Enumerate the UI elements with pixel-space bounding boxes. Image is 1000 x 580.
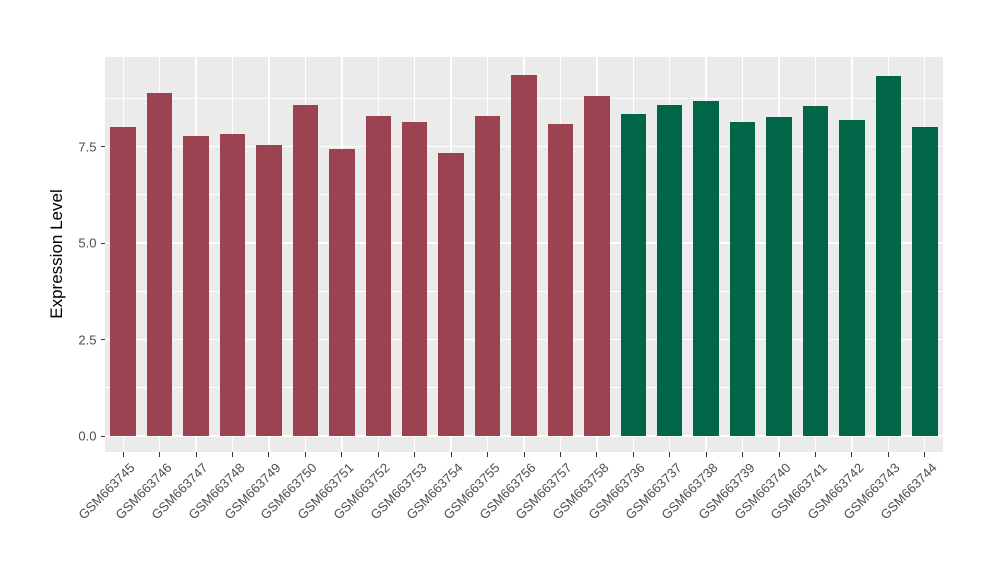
bar-GSM663741 [802, 105, 829, 436]
x-tick-mark [887, 452, 889, 457]
x-tick-mark [414, 452, 416, 457]
bar-GSM663742 [839, 119, 865, 436]
y-tick-mark [100, 242, 105, 244]
bar-GSM663737 [656, 104, 683, 436]
x-tick-mark [705, 452, 707, 457]
bar-GSM663753 [401, 121, 428, 436]
x-tick-mark [851, 452, 853, 457]
bar-GSM663752 [365, 116, 391, 436]
x-tick-mark [341, 452, 343, 457]
y-tick-label: 5.0 [78, 235, 97, 251]
bar-GSM663757 [547, 124, 574, 436]
x-tick-mark [268, 452, 270, 457]
y-axis-title: Expression Level [47, 189, 66, 319]
x-tick-mark [195, 452, 197, 457]
x-tick-mark [304, 452, 306, 457]
y-tick-mark [100, 339, 105, 340]
bar-GSM663739 [729, 122, 756, 436]
x-tick-mark [596, 452, 598, 457]
x-tick-mark [559, 452, 561, 457]
x-tick-mark [669, 452, 671, 457]
y-tick-mark [100, 435, 105, 437]
x-tick-mark [450, 452, 452, 457]
bar-GSM663749 [256, 144, 282, 436]
x-tick-mark [487, 452, 489, 457]
bar-GSM663751 [329, 148, 355, 436]
y-tick-mark [100, 146, 105, 147]
x-tick-mark [377, 452, 379, 457]
bar-GSM663754 [438, 152, 464, 436]
x-tick-mark [122, 452, 124, 457]
x-tick-mark [814, 452, 816, 457]
x-tick-mark [778, 452, 780, 457]
x-tick-mark [159, 452, 161, 457]
bar-GSM663743 [875, 75, 902, 436]
plot-panel [105, 57, 943, 452]
bar-GSM663747 [183, 135, 209, 436]
x-tick-mark [232, 452, 234, 457]
bar-GSM663748 [219, 133, 246, 436]
x-tick-mark [742, 452, 744, 457]
x-tick-mark [632, 452, 634, 457]
bar-GSM663744 [912, 126, 938, 436]
y-tick-label: 2.5 [78, 332, 97, 347]
bar-GSM663756 [511, 75, 537, 436]
bar-GSM663736 [620, 113, 647, 436]
bar-GSM663740 [766, 117, 792, 436]
x-tick-mark [924, 452, 926, 457]
bar-GSM663758 [584, 95, 610, 436]
y-tick-label: 0.0 [78, 428, 97, 444]
bar-GSM663755 [474, 115, 501, 436]
x-tick-mark [523, 452, 525, 457]
bar-GSM663750 [292, 104, 319, 436]
bar-GSM663745 [110, 127, 136, 436]
y-tick-label: 7.5 [78, 139, 97, 154]
bar-GSM663738 [693, 100, 719, 436]
bar-GSM663746 [146, 92, 173, 436]
